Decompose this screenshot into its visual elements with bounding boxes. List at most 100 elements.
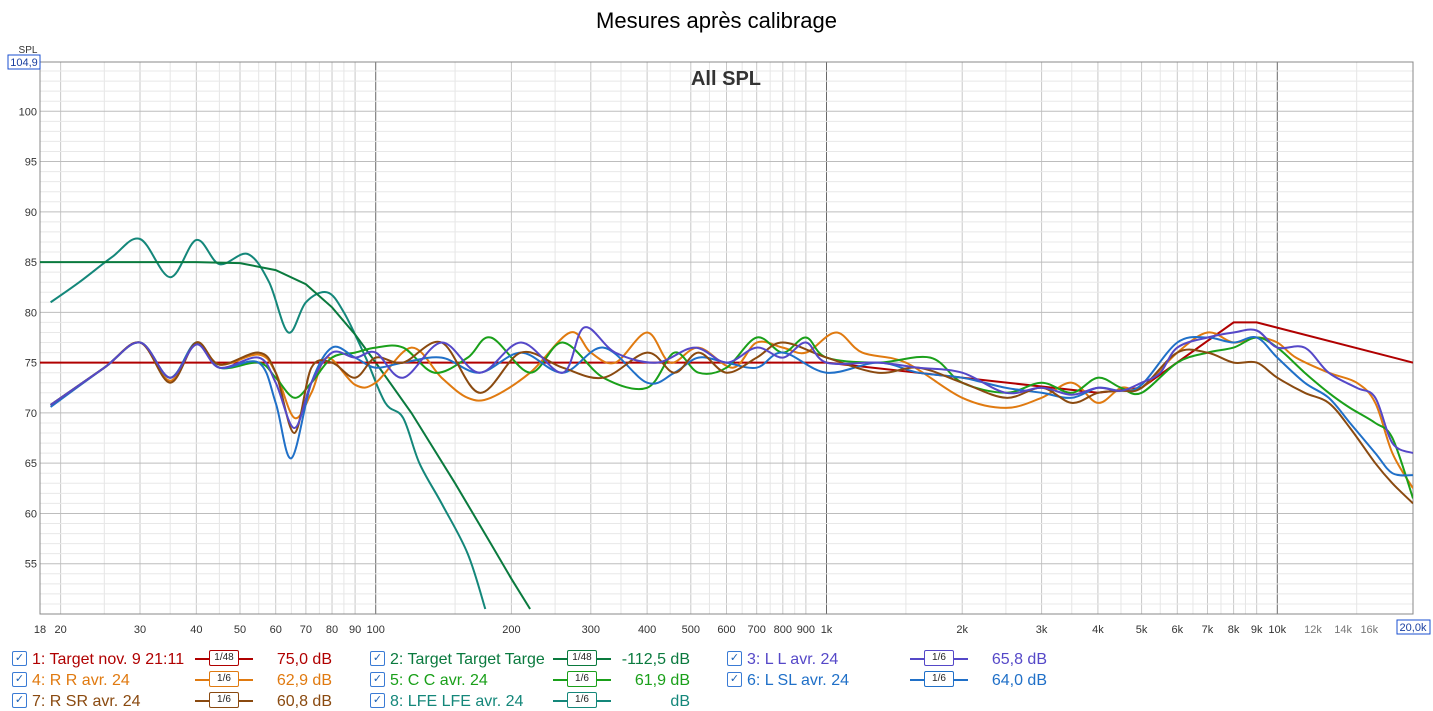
x-tick-label: 70 [300, 624, 312, 636]
legend-smoothing-label: 1/6 [209, 692, 239, 708]
y-axis-label: SPL [19, 45, 38, 56]
legend-checkbox[interactable]: ✓ [12, 650, 27, 666]
legend-value: 65,8 dB [991, 651, 1047, 668]
y-tick-label: 70 [25, 408, 37, 420]
x-tick-label: 900 [797, 624, 815, 636]
y-tick-label: 60 [25, 508, 37, 520]
series-line-8 [50, 237, 487, 610]
legend-smoothing-button[interactable]: 1/6 [910, 650, 970, 666]
legend-series-name: 1: Target nov. 9 21:11 [32, 651, 185, 668]
y-tick-label: 90 [25, 207, 37, 219]
legend-series-name: 7: R SR avr. 24 [32, 693, 141, 710]
legend-smoothing-label: 1/6 [924, 650, 954, 666]
x-tick-label: 200 [502, 624, 520, 636]
x-tick-label: 9k [1251, 624, 1263, 636]
legend-item[interactable]: ✓ 1: Target nov. 9 21:11 1/48 75,0 dB [12, 648, 332, 668]
legend-checkbox[interactable]: ✓ [727, 671, 742, 687]
y-tick-label: 95 [25, 157, 37, 169]
legend-smoothing-button[interactable]: 1/6 [195, 671, 255, 687]
legend-checkbox[interactable]: ✓ [727, 650, 742, 666]
legend-item[interactable]: ✓ 8: LFE LFE avr. 24 1/6 dB [370, 690, 690, 710]
grid [40, 62, 1414, 614]
x-tick-label: 2k [956, 624, 968, 636]
x-tick-label: 600 [717, 624, 735, 636]
x-tick-label: 800 [774, 624, 792, 636]
x-tick-label: 80 [326, 624, 338, 636]
legend-item[interactable]: ✓ 4: R R avr. 24 1/6 62,9 dB [12, 669, 332, 689]
x-axis-ticks: 18 20 30 40 50 60 70 80 90 100 200 300 400 500 600 700 8… [34, 624, 1379, 636]
legend-item[interactable]: ✓ 6: L SL avr. 24 1/6 64,0 dB [727, 669, 1047, 689]
legend-smoothing-label: 1/6 [567, 671, 597, 687]
plot-frame [39, 61, 1414, 615]
y-axis-ticks: 55 60 65 70 75 80 85 90 95 100 [19, 106, 37, 570]
series-line-2 [40, 261, 531, 610]
y-tick-label: 85 [25, 257, 37, 269]
legend-item[interactable]: ✓ 3: L L avr. 24 1/6 65,8 dB [727, 648, 1047, 668]
y-tick-label: 65 [25, 458, 37, 470]
x-right-readout-box[interactable] [1396, 619, 1431, 635]
legend-value: 61,9 dB [634, 672, 690, 689]
x-tick-label: 12k [1304, 624, 1322, 636]
x-tick-label: 90 [349, 624, 361, 636]
series-line-3 [50, 326, 1413, 455]
legend-smoothing-label: 1/6 [924, 671, 954, 687]
x-tick-label: 10k [1268, 624, 1286, 636]
legend-smoothing-button[interactable]: 1/48 [553, 650, 613, 666]
series-line-4 [50, 331, 1413, 489]
legend-value: 75,0 dB [276, 651, 332, 668]
x-tick-label: 14k [1334, 624, 1352, 636]
legend-series-name: 4: R R avr. 24 [32, 672, 130, 689]
y-tick-label: 55 [25, 559, 37, 571]
legend-series-name: 8: LFE LFE avr. 24 [390, 693, 524, 710]
x-tick-label: 60 [270, 624, 282, 636]
legend-series-name: 6: L SL avr. 24 [747, 672, 849, 689]
legend-smoothing-button[interactable]: 1/6 [553, 671, 613, 687]
legend-checkbox[interactable]: ✓ [12, 692, 27, 708]
legend-item[interactable]: ✓ 7: R SR avr. 24 1/6 60,8 dB [12, 690, 332, 710]
legend-smoothing-button[interactable]: 1/6 [910, 671, 970, 687]
legend-series-name: 3: L L avr. 24 [747, 651, 839, 668]
x-tick-label: 40 [190, 624, 202, 636]
x-tick-label: 500 [682, 624, 700, 636]
legend-value: 64,0 dB [991, 672, 1047, 689]
y-tick-label: 80 [25, 307, 37, 319]
legend-checkbox[interactable]: ✓ [370, 671, 385, 687]
x-tick-label: 100 [367, 624, 385, 636]
legend-value: -112,5 dB [621, 651, 690, 668]
x-tick-label: 5k [1136, 624, 1148, 636]
legend-smoothing-label: 1/6 [567, 692, 597, 708]
x-tick-label: 50 [234, 624, 246, 636]
legend-series-name: 2: Target Target Target Target 1 [390, 651, 545, 668]
x-tick-label: 1k [821, 624, 833, 636]
legend-item[interactable]: ✓ 2: Target Target Target Target 1 1/48 -11… [370, 648, 690, 668]
x-tick-label: 6k [1171, 624, 1183, 636]
y-tick-label: 75 [25, 358, 37, 370]
legend-smoothing-label: 1/6 [209, 671, 239, 687]
y-top-readout-box[interactable] [7, 54, 41, 70]
legend-smoothing-button[interactable]: 1/6 [553, 692, 613, 708]
x-tick-label: 4k [1092, 624, 1104, 636]
legend-value: 62,9 dB [276, 672, 332, 689]
x-right-readout: 20,0k [1400, 622, 1427, 634]
legend-value: dB [670, 693, 690, 710]
series-line-6 [50, 335, 1413, 477]
x-tick-label: 20 [55, 624, 67, 636]
legend-checkbox[interactable]: ✓ [370, 650, 385, 666]
legend-value: 60,8 dB [276, 693, 332, 710]
y-tick-label: 100 [19, 106, 37, 118]
series-lines [40, 237, 1413, 610]
legend-checkbox[interactable]: ✓ [12, 671, 27, 687]
y-top-readout: 104,9 [10, 57, 38, 69]
x-tick-label: 300 [582, 624, 600, 636]
x-tick-label: 700 [747, 624, 765, 636]
x-tick-label: 3k [1036, 624, 1048, 636]
legend-item[interactable]: ✓ 5: C C avr. 24 1/6 61,9 dB [370, 669, 690, 689]
legend-smoothing-button[interactable]: 1/48 [195, 650, 255, 666]
x-tick-label: 30 [134, 624, 146, 636]
legend-checkbox[interactable]: ✓ [370, 692, 385, 708]
legend-smoothing-button[interactable]: 1/6 [195, 692, 255, 708]
legend-series-name: 5: C C avr. 24 [390, 672, 488, 689]
chart-subtitle: All SPL [691, 68, 761, 90]
legend-smoothing-label: 1/48 [209, 650, 239, 666]
